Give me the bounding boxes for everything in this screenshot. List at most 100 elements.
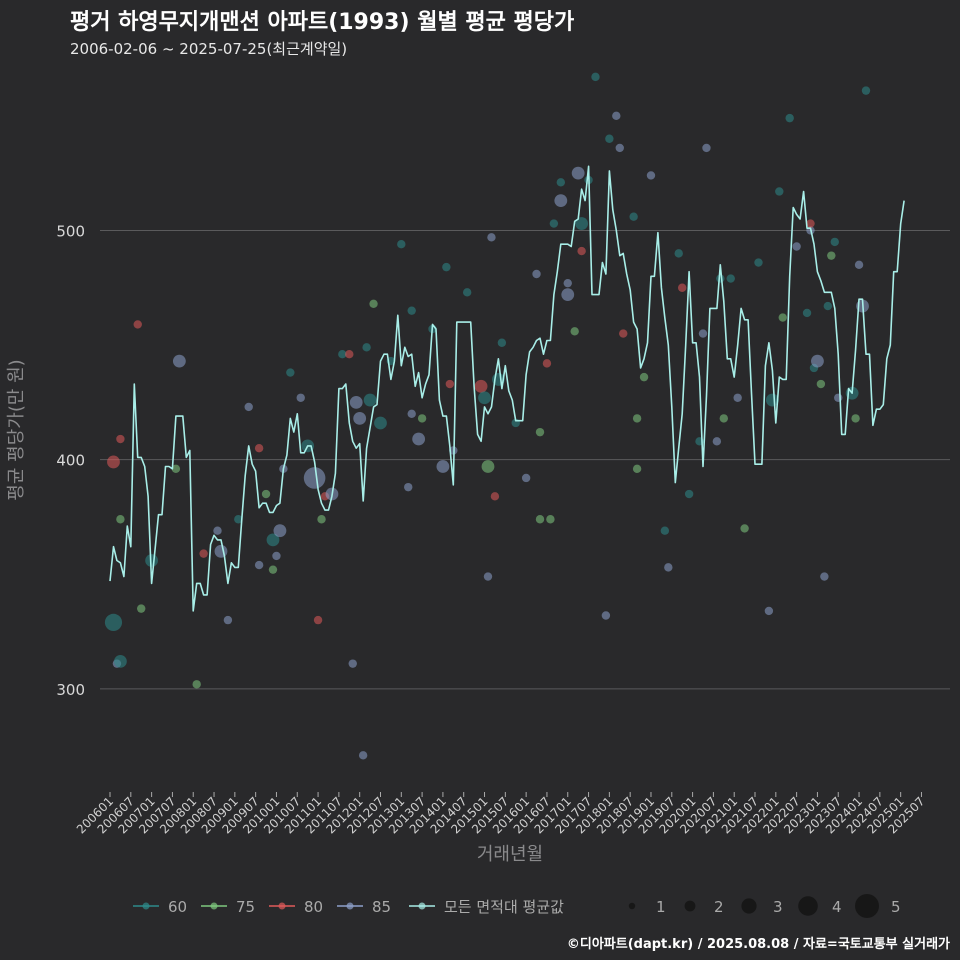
scatter-point xyxy=(591,72,600,82)
scatter-point xyxy=(286,368,295,377)
scatter-point xyxy=(374,416,387,430)
scatter-point xyxy=(660,526,670,535)
scatter-point xyxy=(664,563,673,572)
scatter-point xyxy=(861,86,871,95)
scatter-point xyxy=(348,659,357,668)
scatter-point xyxy=(546,515,555,524)
y-axis-ticks: 300 400 500 xyxy=(56,222,85,698)
scatter-point xyxy=(571,166,585,180)
scatter-point xyxy=(811,354,824,368)
y-tick-label: 300 xyxy=(56,681,85,699)
scatter-point xyxy=(554,194,568,208)
scatter-point xyxy=(358,751,368,760)
scatter-point xyxy=(223,615,233,625)
scatter-point xyxy=(199,549,208,558)
y-axis-title: 평균 평당가(만 원) xyxy=(6,359,27,500)
scatter-point xyxy=(575,217,589,230)
scatter-point xyxy=(490,492,500,501)
scatter-point xyxy=(407,409,416,419)
legend-key-dot xyxy=(346,902,354,910)
scatter-point xyxy=(542,359,552,368)
scatter-point xyxy=(133,320,142,329)
legend-size-label: 1 xyxy=(656,898,666,916)
scatter-point xyxy=(254,443,264,453)
legend-size-dot xyxy=(798,896,818,916)
scatter-point xyxy=(254,560,264,570)
scatter-point xyxy=(632,414,642,423)
scatter-point xyxy=(268,565,278,574)
scatter-point xyxy=(802,308,812,318)
scatter-point xyxy=(830,237,839,247)
scatter-point xyxy=(816,379,826,389)
scatter-point xyxy=(684,489,694,499)
scatter-point xyxy=(417,414,427,423)
scatter-point xyxy=(483,572,493,581)
scatter-point xyxy=(338,350,347,359)
scatter-point xyxy=(765,393,779,407)
scatter-point xyxy=(570,327,579,336)
scatter-point xyxy=(116,434,125,444)
scatter-point xyxy=(481,460,495,473)
source-credit: ©디아파트(dapt.kr) / 2025.08.08 / 자료=국토교통부 실… xyxy=(566,937,950,952)
scatter-point xyxy=(605,134,614,143)
scatter-point xyxy=(674,249,683,258)
scatter-point xyxy=(192,680,201,689)
legend-key-dot xyxy=(278,902,286,910)
scatter-point xyxy=(778,313,787,322)
scatter-point xyxy=(612,111,621,121)
scatter-point xyxy=(404,482,413,492)
scatter-point xyxy=(535,515,545,524)
scatter-point xyxy=(363,393,377,407)
legend-size-dot xyxy=(741,898,757,914)
legend-label: 80 xyxy=(304,898,323,916)
scatter-point xyxy=(719,414,729,423)
scatter-point xyxy=(702,143,711,153)
scatter-point xyxy=(397,239,406,249)
scatter-point xyxy=(646,171,656,180)
legend-label: 85 xyxy=(372,898,391,916)
legend-size-label: 5 xyxy=(891,898,901,916)
scatter-point xyxy=(214,544,228,558)
scatter-point xyxy=(561,288,575,302)
scatter-point xyxy=(854,260,864,270)
scatter-point xyxy=(345,350,354,359)
scatter-point xyxy=(478,391,491,405)
scatter-point xyxy=(532,269,541,279)
scatter-point xyxy=(317,515,326,524)
legend-size-dot xyxy=(628,902,636,910)
chart-subtitle: 2006-02-06 ~ 2025-07-25(최근계약일) xyxy=(70,40,348,58)
scatter-point xyxy=(116,515,125,524)
scatter-point xyxy=(716,274,725,283)
scatter-point xyxy=(497,338,507,347)
scatter-point xyxy=(353,411,367,425)
legend: 60 75 80 85 모든 면적대 평균값 1 2 3 4 5 xyxy=(133,894,901,918)
scatter-point xyxy=(349,395,363,409)
scatter-point xyxy=(407,306,416,315)
scatter-point xyxy=(785,113,794,123)
scatter-point xyxy=(851,414,860,423)
scatter-point xyxy=(362,343,371,352)
scatter-point xyxy=(726,274,735,283)
scatter-point xyxy=(487,233,496,242)
legend-label: 모든 면적대 평균값 xyxy=(444,898,564,916)
legend-size-label: 3 xyxy=(773,898,783,916)
legend-key-dot xyxy=(418,902,426,910)
scatter-point xyxy=(820,572,829,581)
scatter-point xyxy=(107,455,120,469)
scatter-point xyxy=(775,187,784,196)
chart-title: 평거 하영무지개맨션 아파트(1993) 월별 평균 평당가 xyxy=(70,10,575,35)
legend-size-label: 4 xyxy=(832,898,842,916)
scatter-point xyxy=(296,393,305,402)
average-price-line xyxy=(109,165,905,612)
scatter-point xyxy=(474,379,488,393)
scatter-point xyxy=(442,262,451,272)
scatter-point xyxy=(234,515,243,524)
scatter-point xyxy=(754,258,763,267)
scatter-point xyxy=(114,654,127,668)
y-tick-label: 500 xyxy=(56,222,85,240)
scatter-point xyxy=(436,460,450,473)
scatter-point xyxy=(733,393,742,402)
y-tick-label: 400 xyxy=(56,452,85,470)
legend-size-dot xyxy=(684,900,696,912)
